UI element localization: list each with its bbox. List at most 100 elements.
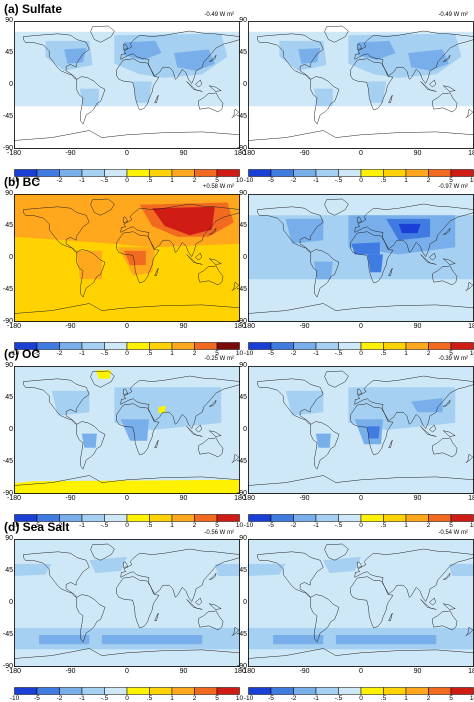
colorbar-swatch — [384, 688, 407, 695]
colorbar-swatch — [37, 688, 60, 695]
panel-title-seasalt: (d) Sea Salt — [4, 520, 69, 534]
colorbar-swatch — [451, 688, 474, 695]
longitude-tick-label: 180 — [462, 668, 474, 675]
latitude-tick-label: 0 — [233, 426, 247, 433]
longitude-tick-label: -90 — [293, 668, 317, 675]
colorbar-swatch — [82, 170, 105, 177]
longitude-tick-label: -90 — [59, 323, 83, 330]
colorbar-tick-label: .5 — [143, 177, 157, 184]
colorbar-swatch — [127, 688, 150, 695]
forcing-label-oc-left: -0.25 W m² — [154, 356, 234, 362]
colorbar-tick-label: 0 — [354, 177, 368, 184]
longitude-tick-label: -90 — [293, 323, 317, 330]
contour-region — [298, 48, 320, 64]
colorbar-swatch — [172, 343, 195, 350]
longitude-tick-label: 0 — [115, 495, 139, 502]
colorbar-swatch — [195, 688, 218, 695]
colorbar-swatch — [249, 343, 272, 350]
contour-region — [316, 434, 331, 448]
colorbar-swatch — [150, 170, 173, 177]
colorbar-tick-label: -1 — [309, 177, 323, 184]
forcing-label-seasalt-right: -0.54 W m² — [388, 530, 468, 536]
colorbar-tick-label: .5 — [143, 522, 157, 529]
longitude-tick-label: 0 — [349, 495, 373, 502]
latitude-tick-label: 0 — [0, 254, 13, 261]
forcing-label-sulfate-left: -0.49 W m² — [154, 12, 234, 18]
latitude-tick-label: 45 — [233, 567, 247, 574]
colorbar-swatch — [339, 170, 362, 177]
colorbar-tick-label: 5 — [210, 695, 224, 702]
colorbar-swatch — [15, 688, 38, 695]
colorbar-swatch — [271, 170, 294, 177]
colorbar-tick-label: 1 — [399, 695, 413, 702]
colorbar-tick-label: 10 — [467, 177, 474, 184]
colorbar-oc-right — [248, 514, 474, 522]
colorbar-swatch — [316, 515, 339, 522]
map-seasalt-right — [248, 539, 474, 667]
colorbar-tick-label: 1 — [399, 177, 413, 184]
colorbar-tick-label: -1 — [75, 177, 89, 184]
colorbar-swatch — [339, 515, 362, 522]
longitude-tick-label: -90 — [293, 150, 317, 157]
colorbar-tick-label: -5 — [30, 695, 44, 702]
contour-region — [39, 635, 89, 644]
colorbar-tick-label: -1 — [309, 522, 323, 529]
contour-region — [133, 81, 152, 102]
latitude-tick-label: 0 — [233, 599, 247, 606]
colorbar-swatch — [451, 515, 474, 522]
latitude-tick-label: 45 — [0, 49, 13, 56]
colorbar-swatch — [384, 343, 407, 350]
colorbar-swatch — [172, 170, 195, 177]
colorbar-swatch — [195, 515, 218, 522]
longitude-tick-label: 90 — [406, 495, 430, 502]
colorbar-tick-label: 10 — [467, 695, 474, 702]
forcing-label-bc-right: -0.97 W m² — [388, 184, 468, 190]
colorbar-swatch — [249, 170, 272, 177]
colorbar-tick-label: 0 — [120, 695, 134, 702]
colorbar-tick-label: 0 — [120, 350, 134, 357]
longitude-tick-label: -180 — [2, 323, 26, 330]
colorbar-swatch — [105, 343, 128, 350]
map-seasalt-left — [14, 539, 240, 667]
panel-title-sulfate: (a) Sulfate — [4, 2, 62, 16]
colorbar-swatch — [105, 688, 128, 695]
contour-region — [336, 635, 436, 644]
longitude-tick-label: -180 — [2, 495, 26, 502]
colorbar-swatch — [150, 343, 173, 350]
map-oc-left — [14, 366, 240, 494]
longitude-tick-label: 0 — [349, 150, 373, 157]
colorbar-swatch — [82, 343, 105, 350]
colorbar-swatch — [384, 170, 407, 177]
colorbar-tick-label: 2 — [422, 177, 436, 184]
colorbar-tick-label: 2 — [422, 695, 436, 702]
longitude-tick-label: -90 — [59, 668, 83, 675]
colorbar-swatch — [406, 688, 429, 695]
contour-region — [82, 434, 97, 448]
longitude-tick-label: 0 — [349, 668, 373, 675]
colorbar-tick-label: -.5 — [98, 177, 112, 184]
latitude-tick-label: 90 — [0, 190, 13, 197]
colorbar-swatch — [249, 688, 272, 695]
colorbar-tick-label: -10 — [242, 522, 256, 529]
colorbar-swatch — [37, 170, 60, 177]
colorbar-swatch — [316, 343, 339, 350]
colorbar-tick-label: -1 — [75, 350, 89, 357]
colorbar-tick-label: 5 — [210, 177, 224, 184]
coastline-antarctica — [248, 131, 474, 150]
latitude-tick-label: 45 — [0, 567, 13, 574]
colorbar-bc-left — [14, 342, 240, 350]
latitude-tick-label: -45 — [233, 458, 247, 465]
colorbar-tick-label: 2 — [188, 522, 202, 529]
map-bc-left — [14, 194, 240, 322]
contour-region — [352, 242, 380, 254]
latitude-tick-label: -45 — [0, 631, 13, 638]
colorbar-swatch — [451, 343, 474, 350]
colorbar-swatch — [361, 688, 384, 695]
colorbar-swatch — [384, 515, 407, 522]
colorbar-tick-label: -10 — [242, 350, 256, 357]
colorbar-swatch — [361, 515, 384, 522]
colorbar-tick-label: -1 — [75, 522, 89, 529]
colorbar-tick-label: 5 — [444, 695, 458, 702]
longitude-tick-label: 0 — [115, 150, 139, 157]
longitude-tick-label: 0 — [349, 323, 373, 330]
